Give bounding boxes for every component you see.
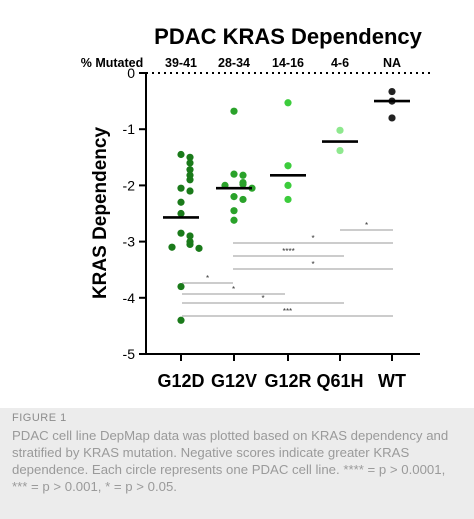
y-tick-label: -3 — [123, 234, 136, 250]
chart-title: PDAC KRAS Dependency — [154, 24, 422, 49]
significance-label: * — [311, 260, 314, 269]
data-point-g12d — [168, 243, 176, 251]
data-point-g12d — [186, 166, 194, 174]
x-tick-label: Q61H — [316, 371, 363, 391]
data-point-g12v — [230, 107, 238, 115]
significance-label: * — [261, 294, 264, 303]
data-point-g12d — [177, 282, 185, 291]
data-point-g12v — [230, 193, 238, 201]
data-point-g12v — [230, 207, 238, 215]
data-point-wt — [388, 114, 396, 122]
y-axis-label: KRAS Dependency — [90, 127, 111, 300]
data-point-g12r — [284, 162, 292, 170]
data-point-g12d — [177, 184, 185, 192]
data-point-g12d — [177, 198, 185, 206]
data-point-g12d — [186, 159, 194, 167]
data-point-g12v — [239, 195, 247, 204]
y-tick-label: -1 — [123, 121, 136, 137]
significance-label: * — [311, 234, 314, 243]
data-point-g12d — [186, 187, 194, 195]
data-point-g12d — [186, 240, 194, 249]
x-tick-label: G12R — [264, 371, 311, 391]
x-tick-label: WT — [378, 371, 406, 391]
data-point-g12v — [239, 171, 247, 179]
data-point-q61h — [336, 126, 344, 134]
data-point-g12d — [177, 229, 185, 237]
data-point-g12d — [177, 150, 185, 159]
data-point-g12d — [177, 316, 185, 324]
data-point-g12r — [284, 99, 292, 107]
data-point-g12d — [177, 209, 185, 218]
mutated-pct-label: 39-41 — [165, 56, 197, 70]
y-tick-label: -4 — [123, 290, 136, 306]
data-point-g12r — [284, 195, 292, 204]
data-point-g12r — [284, 181, 292, 189]
data-point-g12v — [230, 216, 238, 224]
mutated-pct-label: 28-34 — [218, 56, 250, 70]
data-point-q61h — [336, 146, 344, 155]
x-tick-label: G12V — [211, 371, 257, 391]
data-point-g12v — [239, 180, 247, 188]
y-tick-label: -5 — [123, 346, 136, 362]
significance-label: *** — [283, 307, 292, 316]
data-point-g12d — [195, 244, 203, 252]
mutated-pct-label: NA — [383, 56, 401, 70]
figure-caption: FIGURE 1 PDAC cell line DepMap data was … — [0, 408, 474, 519]
mutated-pct-label: 4-6 — [331, 56, 349, 70]
mutated-pct-label: 14-16 — [272, 56, 304, 70]
data-point-g12d — [186, 176, 194, 184]
mutated-header: % Mutated — [81, 56, 144, 70]
data-point-g12d — [186, 232, 194, 240]
y-tick-label: -2 — [123, 177, 136, 193]
data-point-g12v — [230, 170, 238, 178]
caption-label: FIGURE 1 — [12, 412, 67, 424]
data-point-g12d — [186, 153, 194, 161]
x-tick-label: G12D — [157, 371, 204, 391]
significance-label: * — [232, 285, 235, 294]
y-tick-label: 0 — [127, 65, 135, 81]
significance-label: * — [206, 274, 209, 283]
chart: PDAC KRAS Dependency % Mutated KRAS Depe… — [81, 24, 432, 391]
significance-label: **** — [282, 247, 294, 256]
caption-text: PDAC cell line DepMap data was plotted b… — [12, 428, 449, 494]
significance-label: * — [365, 221, 368, 230]
data-point-wt — [388, 87, 396, 96]
